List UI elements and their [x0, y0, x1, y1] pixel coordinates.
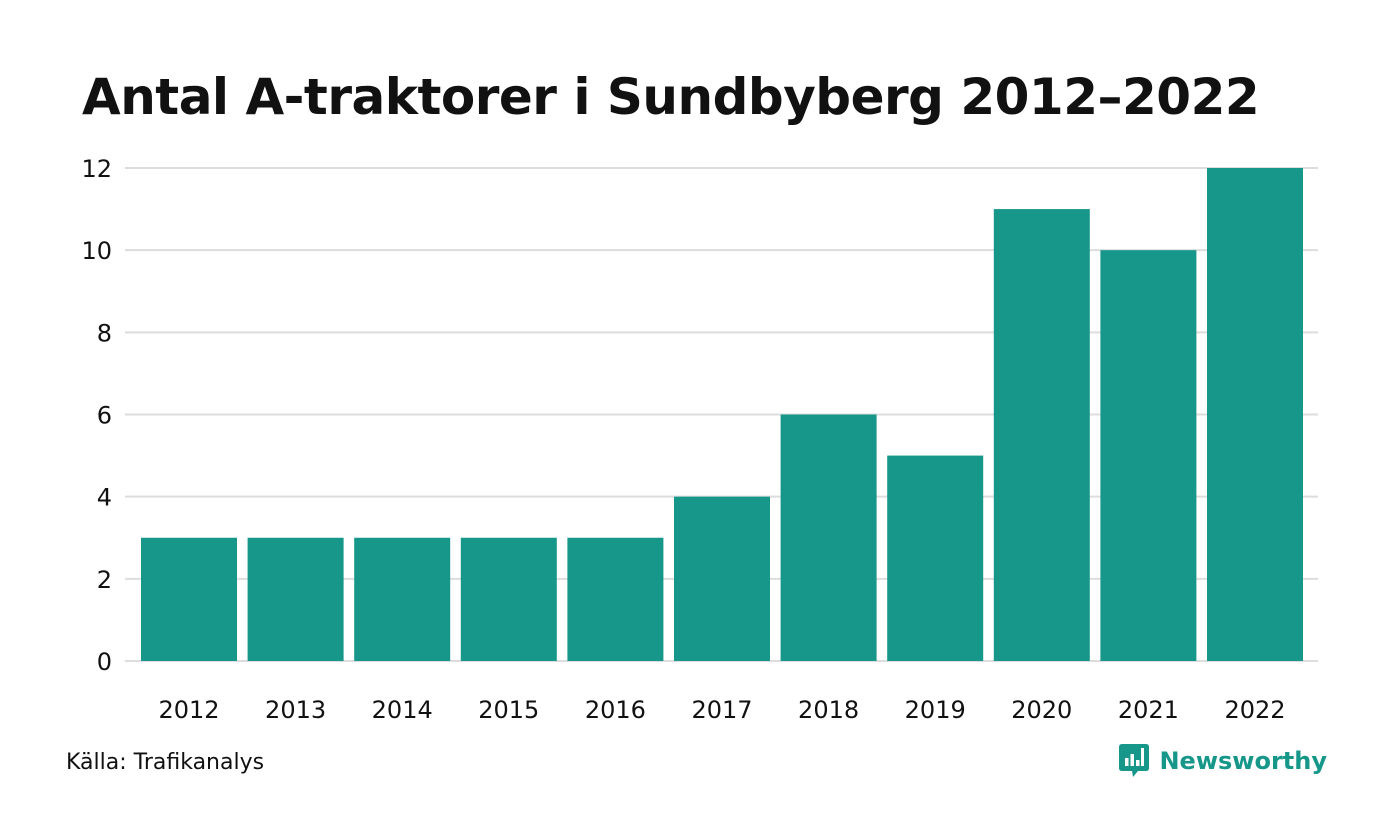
x-tick-label: 2017: [691, 696, 752, 724]
x-tick-label: 2019: [905, 696, 966, 724]
x-tick-label: 2014: [372, 696, 433, 724]
y-tick-label: 4: [97, 484, 112, 512]
bar-2015: [460, 537, 557, 661]
brand-logo: Newsworthy: [1119, 744, 1327, 778]
x-tick-label: 2013: [265, 696, 326, 724]
brand-name: Newsworthy: [1159, 747, 1327, 775]
x-axis-ticks: 2012 2013 2014 2015 2016 2017 2018 2019 2020 2021…: [158, 696, 1285, 724]
y-tick-label: 12: [81, 155, 112, 183]
bar-2018: [780, 414, 877, 661]
y-tick-label: 0: [97, 648, 112, 676]
bar-2019: [887, 455, 984, 661]
bars: [141, 168, 1303, 662]
bar-2017: [674, 496, 770, 661]
x-tick-label: 2015: [478, 696, 539, 724]
x-tick-label: 2022: [1224, 696, 1285, 724]
bar-2020: [993, 209, 1090, 662]
x-tick-label: 2021: [1118, 696, 1179, 724]
bar-2022: [1207, 168, 1303, 661]
bar-2014: [354, 537, 451, 661]
chart-title: Antal A-traktorer i Sundbyberg 2012–2022: [82, 68, 1260, 126]
chat-bar-chart-icon: [1119, 744, 1150, 777]
bar-2013: [247, 537, 344, 661]
y-tick-label: 10: [81, 237, 112, 265]
y-axis-ticks: 0 2 4 6 8 10 12: [81, 155, 112, 676]
x-tick-label: 2016: [585, 696, 646, 724]
bar-2021: [1100, 250, 1197, 661]
bar-2012: [141, 537, 237, 661]
y-tick-label: 2: [97, 566, 112, 594]
y-tick-label: 8: [97, 319, 112, 347]
bar-2016: [567, 537, 664, 661]
x-tick-label: 2018: [798, 696, 859, 724]
x-tick-label: 2012: [158, 696, 219, 724]
x-tick-label: 2020: [1011, 696, 1072, 724]
y-tick-label: 6: [97, 402, 112, 430]
source-note: Källa: Trafikanalys: [66, 750, 265, 775]
